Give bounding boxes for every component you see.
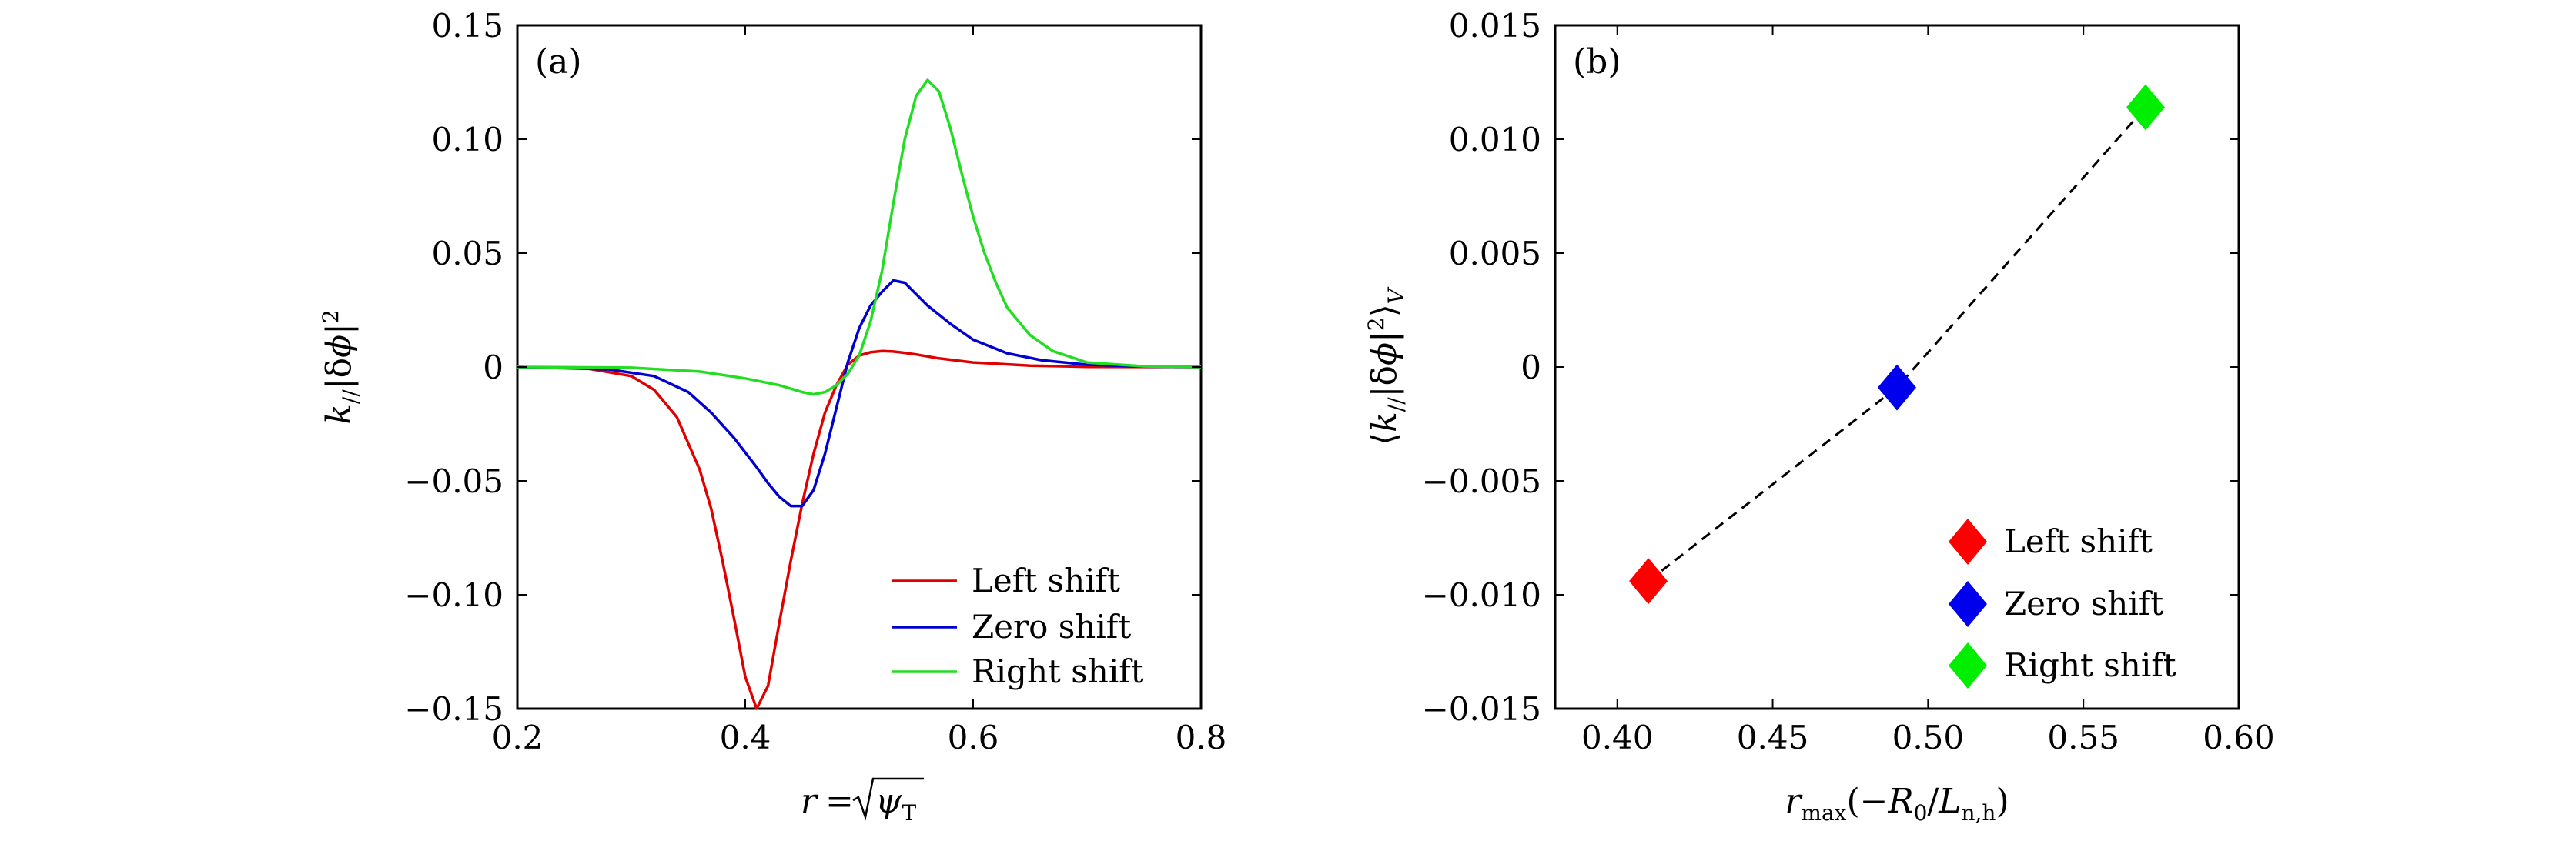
legend-marker-right-shift (1949, 642, 1987, 689)
panel-b-x-tick-label: 0.45 (1737, 719, 1809, 756)
svg-text:=: = (825, 782, 854, 821)
legend-marker-left-shift (1949, 519, 1987, 565)
panel-a-y-tick-label: −0.10 (404, 576, 503, 614)
panel-a-x-tick-label: 0.4 (720, 719, 771, 756)
panel-b-y-tick-label: 0.005 (1449, 235, 1541, 272)
legend-label-right-shift-b: Right shift (2004, 646, 2176, 684)
svg-text:r: r (801, 782, 819, 821)
panel-b-x-tick-label: 0.40 (1581, 719, 1654, 756)
panel-b-y-tick-label: −0.010 (1422, 576, 1541, 614)
series-line-zero-shift (517, 279, 1202, 508)
data-point-zero-shift (1878, 364, 1916, 411)
legend-marker-zero-shift (1949, 581, 1987, 627)
panel-a-y-tick-label: −0.05 (404, 462, 503, 500)
panel-b-y-axis-label: ⟨k//|δϕ|2⟩V (1363, 286, 1409, 446)
panel-a-y-tick-label: 0.15 (431, 7, 503, 45)
legend-label-right-shift: Right shift (972, 652, 1144, 690)
panel-a-y-tick-label: 0.05 (431, 235, 503, 272)
panel-a-x-tick-label: 0.6 (948, 719, 999, 756)
panel-a-y-axis-label: k//|δϕ|2 (318, 309, 363, 425)
panel-b-label: (b) (1573, 42, 1621, 82)
series-line-left-shift (517, 349, 1202, 710)
panel-a-y-ticks: −0.15 −0.10 −0.05 0 0.05 0.10 0.15 (404, 7, 1201, 728)
panel-a-x-ticks: 0.2 0.4 0.6 0.8 (492, 25, 1227, 756)
legend-label-left-shift: Left shift (972, 562, 1120, 599)
data-point-left-shift (1629, 558, 1668, 605)
data-point-right-shift (2126, 84, 2165, 131)
panel-b-x-axis-label: rmax(−R0/Ln,h) (1785, 782, 2009, 826)
panel-a-x-axis-label: r = ψT (801, 777, 924, 826)
panel-b-x-tick-label: 0.50 (1892, 719, 1965, 756)
panel-a-x-tick-label: 0.8 (1176, 719, 1227, 756)
panel-a: 0.2 0.4 0.6 0.8 −0.15 −0.10 −0.05 0 0.05 0.10 0.1… (318, 7, 1226, 826)
legend-label-left-shift-b: Left shift (2004, 522, 2153, 560)
panel-a-x-tick-label: 0.2 (492, 719, 544, 756)
svg-text:ψT: ψT (875, 782, 917, 826)
panel-a-y-tick-label: 0 (483, 349, 503, 386)
panel-a-legend: Left shift Zero shift Right shift (892, 562, 1144, 690)
panel-b-y-ticks: −0.015 −0.010 −0.005 0 0.005 0.010 0.015 (1422, 7, 2239, 728)
panel-b-x-ticks: 0.40 0.45 0.50 0.55 0.60 (1581, 25, 2275, 756)
panel-b-y-tick-label: −0.005 (1422, 462, 1541, 500)
legend-label-zero-shift: Zero shift (972, 608, 1131, 646)
panel-a-y-tick-label: 0.10 (431, 121, 503, 159)
panel-b-y-tick-label: 0.010 (1449, 121, 1541, 159)
panel-b-y-tick-label: 0.015 (1449, 7, 1541, 45)
panel-b-x-tick-label: 0.55 (2047, 719, 2119, 756)
panel-b-y-tick-label: 0 (1521, 349, 1541, 386)
panel-b-x-tick-label: 0.60 (2203, 719, 2275, 756)
panel-a-y-tick-label: −0.15 (404, 690, 503, 728)
panel-b-y-tick-label: −0.015 (1422, 690, 1541, 728)
panel-b-points (1629, 84, 2165, 605)
panel-b-legend: Left shift Zero shift Right shift (1949, 519, 2176, 689)
series-line-right-shift (517, 78, 1202, 396)
panel-a-label: (a) (535, 42, 582, 82)
panel-a-series (517, 78, 1202, 710)
panel-b-dashed-connector (1648, 106, 2147, 582)
panel-b: 0.40 0.45 0.50 0.55 0.60 −0.015 −0.010 −0.005 0… (1363, 7, 2275, 826)
legend-label-zero-shift-b: Zero shift (2004, 585, 2163, 622)
